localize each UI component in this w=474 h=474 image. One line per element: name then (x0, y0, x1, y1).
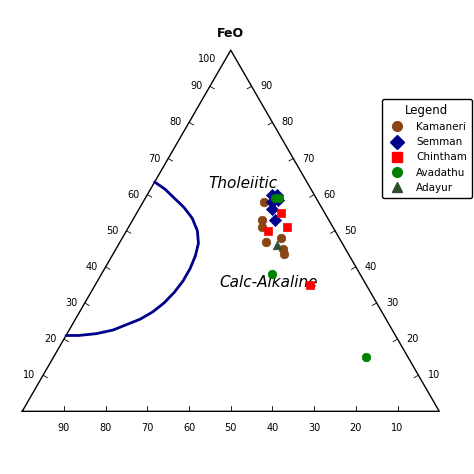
Point (260, 198, 268, 206)
Text: 10: 10 (392, 423, 404, 433)
Point (258, 223, 266, 231)
Text: 70: 70 (141, 423, 154, 433)
Point (269, 191, 276, 199)
Point (275, 194, 283, 202)
Point (277, 209, 284, 217)
Point (280, 250, 288, 258)
Point (271, 216, 278, 224)
Text: 20: 20 (407, 334, 419, 344)
Point (269, 205, 276, 213)
Point (283, 223, 291, 231)
Text: 90: 90 (261, 81, 273, 91)
Text: 60: 60 (128, 190, 140, 200)
Text: 90: 90 (58, 423, 70, 433)
Text: 80: 80 (282, 118, 294, 128)
Point (271, 194, 278, 202)
Text: 60: 60 (323, 190, 336, 200)
Text: 10: 10 (23, 370, 36, 380)
Text: 70: 70 (148, 154, 161, 164)
Point (264, 227, 272, 235)
Text: 80: 80 (169, 118, 182, 128)
Point (269, 198, 276, 206)
Text: 40: 40 (86, 262, 98, 272)
Point (273, 241, 281, 249)
Text: Calc-Alkaline: Calc-Alkaline (219, 275, 318, 290)
Text: FeO: FeO (217, 27, 244, 40)
Text: 20: 20 (350, 423, 362, 433)
Text: 50: 50 (107, 226, 119, 236)
Text: 50: 50 (225, 423, 237, 433)
Point (273, 191, 281, 199)
Text: 60: 60 (183, 423, 195, 433)
Text: 30: 30 (308, 423, 320, 433)
Text: 100: 100 (198, 55, 216, 64)
Text: 50: 50 (344, 226, 356, 236)
Point (363, 353, 370, 361)
Point (277, 234, 284, 242)
Text: Tholeiitic: Tholeiitic (209, 176, 278, 191)
Point (263, 238, 270, 246)
Text: 90: 90 (190, 81, 202, 91)
Point (269, 270, 276, 278)
Text: 20: 20 (44, 334, 56, 344)
Text: 40: 40 (266, 423, 279, 433)
Point (279, 245, 287, 253)
Text: 10: 10 (428, 370, 440, 380)
Legend: Kamaneri, Semman, Chintham, Avadathu, Adayur: Kamaneri, Semman, Chintham, Avadathu, Ad… (382, 99, 472, 198)
Point (258, 216, 266, 224)
Point (274, 196, 282, 204)
Text: 70: 70 (302, 154, 315, 164)
Text: 40: 40 (365, 262, 377, 272)
Text: 30: 30 (65, 298, 77, 308)
Text: 80: 80 (100, 423, 112, 433)
Point (306, 281, 314, 289)
Text: 30: 30 (386, 298, 398, 308)
